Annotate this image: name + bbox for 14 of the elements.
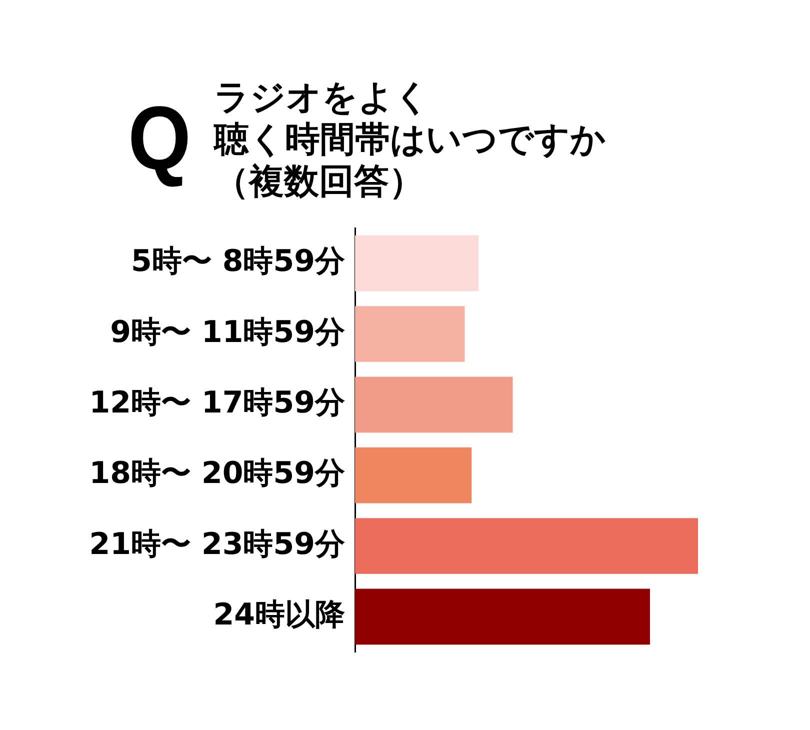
chart-title: ラジオをよく聴く時間帯はいつですか（複数回答） <box>214 77 607 203</box>
y-tick-label: 18時〜 20時59分 <box>89 456 345 492</box>
bar <box>355 588 650 645</box>
bar <box>355 306 465 362</box>
y-tick-label: 21時〜 23時59分 <box>89 526 345 562</box>
y-tick-label: 5時〜 8時59分 <box>131 244 345 280</box>
y-tick-label: 24時以降 <box>213 597 345 632</box>
y-tick-label: 12時〜 17時59分 <box>89 385 345 420</box>
bar <box>355 235 478 292</box>
bar <box>355 518 698 574</box>
text: Q <box>128 89 192 189</box>
y-tick-label: 9時〜 11時59分 <box>110 314 345 350</box>
bar <box>355 447 472 504</box>
bar <box>355 376 513 433</box>
